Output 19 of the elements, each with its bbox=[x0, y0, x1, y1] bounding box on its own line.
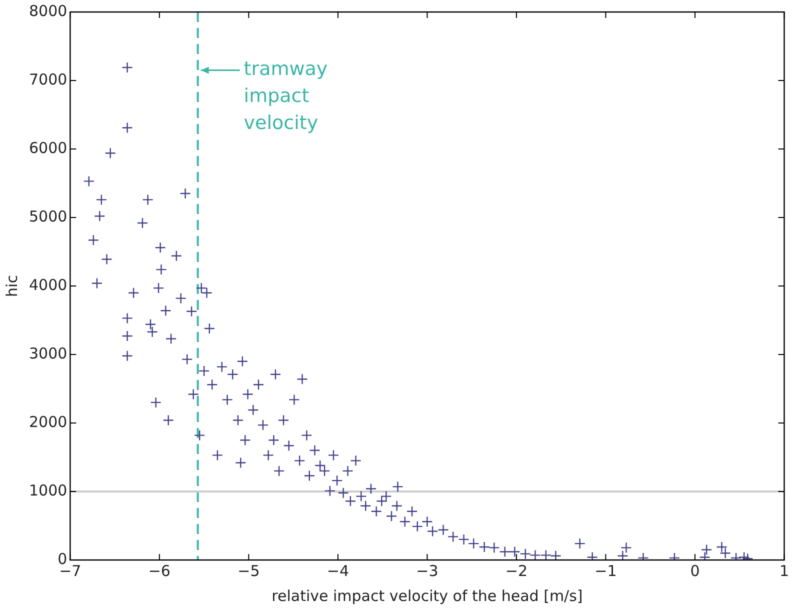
x-tick-label: −1 bbox=[594, 562, 617, 580]
x-tick-label: −4 bbox=[326, 562, 350, 580]
x-tick-label: −5 bbox=[238, 562, 260, 580]
y-tick-label: 7000 bbox=[28, 70, 68, 88]
x-axis-title: relative impact velocity of the head [m/s] bbox=[272, 586, 583, 605]
annotation: tramway impact velocity bbox=[244, 58, 328, 134]
x-tick-label: −3 bbox=[416, 562, 438, 580]
x-tick-label: −6 bbox=[148, 562, 170, 580]
y-tick-label: 5000 bbox=[28, 207, 68, 226]
x-tick-label: 1 bbox=[779, 562, 789, 580]
y-axis-title: hic bbox=[2, 275, 21, 297]
y-tick-label: 4000 bbox=[28, 276, 68, 294]
y-tick-label: 1000 bbox=[28, 481, 68, 500]
x-tick-label: 0 bbox=[690, 562, 700, 580]
y-tick-label: 3000 bbox=[28, 344, 68, 362]
x-tick-label: −2 bbox=[505, 562, 528, 580]
y-tick-label: 2000 bbox=[28, 412, 68, 431]
y-tick-label: 8000 bbox=[28, 2, 68, 20]
y-tick-label: 6000 bbox=[28, 138, 68, 157]
